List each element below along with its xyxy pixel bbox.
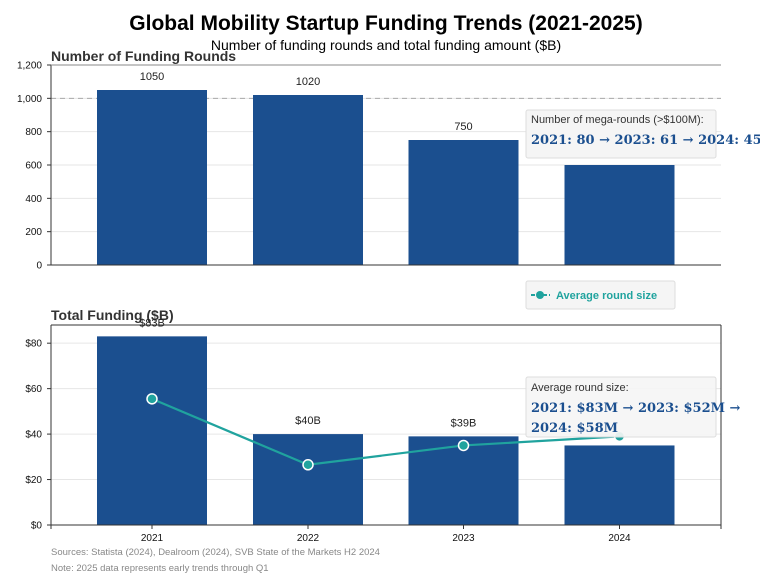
- rounds-value-labels: 1050 1020 750: [140, 71, 473, 133]
- rounds-bar-2024: [564, 165, 675, 265]
- legend: Average round size: [525, 280, 676, 310]
- average-round-size-annotation-line2: 2024: $58M: [531, 421, 618, 436]
- data-note: Note: 2025 data represents early trends …: [51, 563, 269, 574]
- rounds-bar-2021: [97, 90, 207, 265]
- rounds-y-tick-label: 0: [36, 261, 42, 272]
- rounds-panel-title: Number of Funding Rounds: [51, 48, 236, 64]
- funding-y-axis: $0 $20 $40 $60 $80: [25, 339, 51, 532]
- average-round-size-annotation: Average round size: 2021: $83M → 2023: $…: [525, 376, 741, 438]
- mega-rounds-annotation: Number of mega-rounds (>$100M): 2021: 80…: [525, 109, 760, 159]
- rounds-axes-frame: [50, 64, 721, 266]
- funding-value-label-2021: $83B: [139, 317, 165, 329]
- funding-bar-2021: [97, 336, 207, 525]
- rounds-value-label-2022: 1020: [296, 76, 320, 88]
- funding-value-label-2022: $40B: [295, 415, 321, 427]
- rounds-y-tick-label: 400: [25, 194, 42, 205]
- rounds-y-tick-label: 1,200: [17, 61, 42, 72]
- legend-marker-swatch: [536, 291, 544, 299]
- mega-rounds-annotation-label: Number of mega-rounds (>$100M):: [531, 114, 704, 126]
- rounds-bars: [97, 90, 675, 265]
- funding-bar-2024: [564, 445, 675, 525]
- x-tick-label-2024: 2024: [608, 533, 631, 544]
- legend-box: [525, 280, 676, 310]
- x-tick-label-2021: 2021: [141, 533, 164, 544]
- funding-y-tick-label: $0: [31, 521, 43, 532]
- funding-panel: Total Funding ($B) $0 $20 $40 $60 $80 $83B $4…: [25, 307, 740, 544]
- funding-panel-title: Total Funding ($B): [51, 307, 174, 323]
- average-round-size-point-2021: [146, 393, 158, 405]
- rounds-y-tick-label: 800: [25, 127, 42, 138]
- chart-title: Global Mobility Startup Funding Trends (…: [129, 12, 642, 35]
- funding-y-tick-label: $60: [25, 384, 42, 395]
- average-round-size-point-2022: [302, 459, 314, 471]
- rounds-panel: Number of Funding Rounds 0 200 400 600 800 1,…: [17, 48, 760, 272]
- average-round-size-annotation-label: Average round size:: [531, 382, 629, 394]
- x-tick-label-2023: 2023: [452, 533, 475, 544]
- funding-y-tick-label: $80: [25, 339, 42, 350]
- funding-value-label-2023: $39B: [451, 417, 477, 429]
- rounds-y-tick-label: 200: [25, 227, 42, 238]
- rounds-value-label-2021: 1050: [140, 71, 164, 83]
- x-tick-label-2022: 2022: [297, 533, 320, 544]
- chart-subtitle: Number of funding rounds and total fundi…: [211, 37, 561, 53]
- sources-note: Sources: Statista (2024), Dealroom (2024…: [51, 547, 380, 558]
- rounds-bar-2022: [253, 95, 363, 265]
- x-axis: 2021 2022 2023 2024: [50, 525, 722, 544]
- funding-y-tick-label: $20: [25, 475, 42, 486]
- mega-rounds-annotation-box: [525, 109, 717, 159]
- rounds-y-axis: 0 200 400 600 800 1,000 1,200: [17, 61, 51, 272]
- mega-rounds-annotation-value: 2021: 80 → 2023: 61 → 2024: 45: [531, 133, 760, 148]
- average-round-size-path: [151, 397, 620, 466]
- average-round-size-annotation-line1: 2021: $83M → 2023: $52M →: [531, 401, 741, 416]
- rounds-bar-2023: [408, 140, 519, 265]
- rounds-value-label-2023: 750: [454, 121, 472, 133]
- rounds-y-tick-label: 600: [25, 161, 42, 172]
- funding-y-tick-label: $40: [25, 430, 42, 441]
- funding-value-labels: $83B $40B $39B: [139, 317, 476, 429]
- average-round-size-point-2023: [457, 439, 470, 452]
- funding-bars: [97, 336, 675, 525]
- average-round-size-annotation-box: [525, 376, 717, 438]
- legend-label-average-round-size: Average round size: [556, 290, 657, 302]
- funding-axes-frame: [50, 324, 722, 526]
- rounds-y-tick-label: 1,000: [17, 94, 42, 105]
